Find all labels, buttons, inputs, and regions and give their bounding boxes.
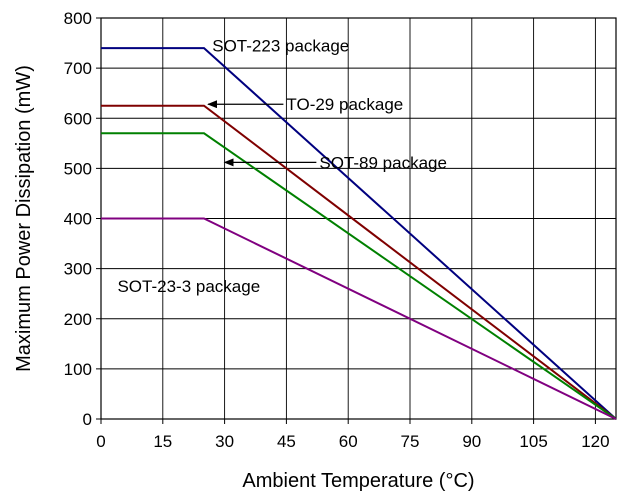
x-tick-label: 105 (519, 432, 547, 451)
annotations: SOT-223 package TO-29 package SOT-89 packa… (117, 37, 446, 297)
y-tick-label: 600 (64, 109, 92, 128)
x-tick-label: 90 (462, 432, 481, 451)
x-tick-label: 120 (581, 432, 609, 451)
y-tick-label: 200 (64, 310, 92, 329)
annotation-4: SOT-23-3 package (117, 277, 260, 296)
series-line-sot-89-package (101, 132, 617, 420)
y-axis-ticks: 0 100 200 300 400 500 600 700 800 (64, 9, 101, 429)
x-tick-label: 0 (96, 432, 105, 451)
y-tick-label: 700 (64, 59, 92, 78)
x-tick-label: 45 (277, 432, 296, 451)
y-tick-label: 800 (64, 9, 92, 28)
annotation-label: TO-29 package (286, 95, 403, 114)
y-axis-title: Maximum Power Dissipation (mW) (13, 65, 35, 372)
annotation-1: SOT-223 package (212, 37, 349, 56)
y-tick-label: 300 (64, 260, 92, 279)
x-tick-label: 15 (153, 432, 172, 451)
y-tick-label: 0 (83, 410, 92, 429)
series-line-sot-223-package (101, 47, 617, 420)
y-tick-label: 100 (64, 360, 92, 379)
x-axis-title: Ambient Temperature (°C) (242, 470, 474, 492)
annotation-3: SOT-89 package (223, 153, 447, 172)
annotation-label: SOT-23-3 package (117, 277, 260, 296)
annotation-label: SOT-223 package (212, 37, 349, 56)
x-axis-ticks: 0 15 30 45 60 75 90 105 120 (96, 419, 610, 451)
x-tick-label: 75 (401, 432, 420, 451)
series-lines (101, 47, 617, 420)
series-line-to-29-package (101, 104, 617, 420)
annotation-label: SOT-89 package (319, 153, 447, 172)
y-tick-label: 500 (64, 159, 92, 178)
series-line-sot-23-3-package (101, 217, 617, 420)
x-tick-label: 60 (339, 432, 358, 451)
annotation-2: TO-29 package (207, 95, 403, 114)
x-tick-label: 30 (215, 432, 234, 451)
y-tick-label: 400 (64, 210, 92, 229)
